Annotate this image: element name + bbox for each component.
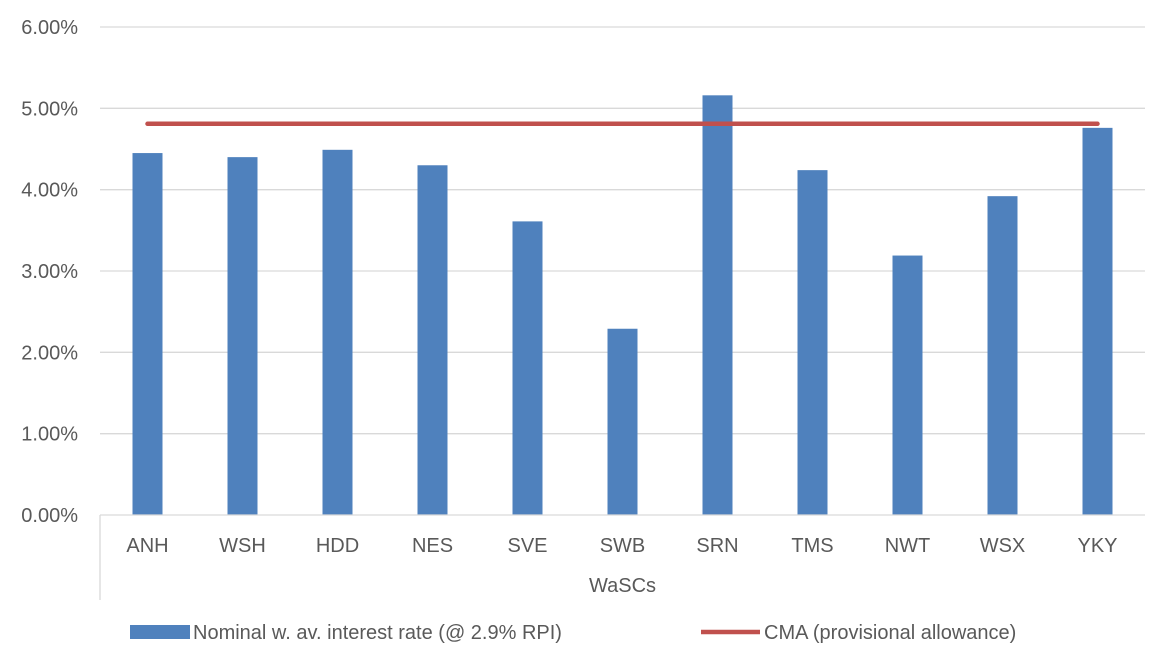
legend-label-line: CMA (provisional allowance) bbox=[764, 622, 1016, 644]
x-tick-label: YKY bbox=[1077, 535, 1117, 557]
y-tick-label: 6.00% bbox=[21, 17, 78, 39]
bar bbox=[607, 328, 638, 515]
bar bbox=[132, 153, 163, 516]
x-tick-label: WSH bbox=[219, 535, 266, 557]
x-tick-label: SRN bbox=[696, 535, 738, 557]
y-axis-tick-labels: 0.00% 1.00% 2.00% 3.00% 4.00% 5.00% 6.00% bbox=[21, 17, 78, 527]
legend-item-bar-series: Nominal w. av. interest rate (@ 2.9% RPI… bbox=[130, 622, 562, 644]
legend-label-bar: Nominal w. av. interest rate (@ 2.9% RPI… bbox=[193, 622, 562, 644]
x-axis-title: WaSCs bbox=[589, 575, 656, 597]
x-tick-label: TMS bbox=[791, 535, 833, 557]
bar bbox=[417, 165, 448, 515]
bar bbox=[227, 157, 258, 515]
bar bbox=[892, 255, 923, 515]
legend-item-line-series: CMA (provisional allowance) bbox=[701, 622, 1016, 644]
x-tick-label: HDD bbox=[316, 535, 359, 557]
bar bbox=[512, 221, 543, 516]
legend-swatch-bar bbox=[130, 625, 190, 639]
y-tick-label: 0.00% bbox=[21, 505, 78, 527]
bar bbox=[987, 196, 1018, 515]
y-tick-label: 2.00% bbox=[21, 342, 78, 364]
x-tick-label: WSX bbox=[980, 535, 1026, 557]
y-tick-label: 3.00% bbox=[21, 261, 78, 283]
x-tick-label: NES bbox=[412, 535, 453, 557]
x-axis-tick-labels: ANH WSH HDD NES SVE SWB SRN TMS NWT WSX YKY bbox=[126, 535, 1117, 557]
y-tick-label: 5.00% bbox=[21, 98, 78, 120]
x-tick-label: NWT bbox=[885, 535, 931, 557]
x-tick-label: SWB bbox=[600, 535, 646, 557]
legend: Nominal w. av. interest rate (@ 2.9% RPI… bbox=[130, 622, 1016, 644]
gridlines bbox=[100, 26, 1145, 435]
bar bbox=[797, 170, 828, 515]
x-tick-label: SVE bbox=[507, 535, 547, 557]
bar bbox=[322, 149, 353, 515]
y-tick-label: 4.00% bbox=[21, 180, 78, 202]
y-tick-label: 1.00% bbox=[21, 424, 78, 446]
x-tick-label: ANH bbox=[126, 535, 168, 557]
bar bbox=[702, 95, 733, 515]
axis-lines bbox=[99, 514, 1145, 600]
bar bbox=[1082, 127, 1113, 515]
bar-series bbox=[132, 95, 1113, 516]
